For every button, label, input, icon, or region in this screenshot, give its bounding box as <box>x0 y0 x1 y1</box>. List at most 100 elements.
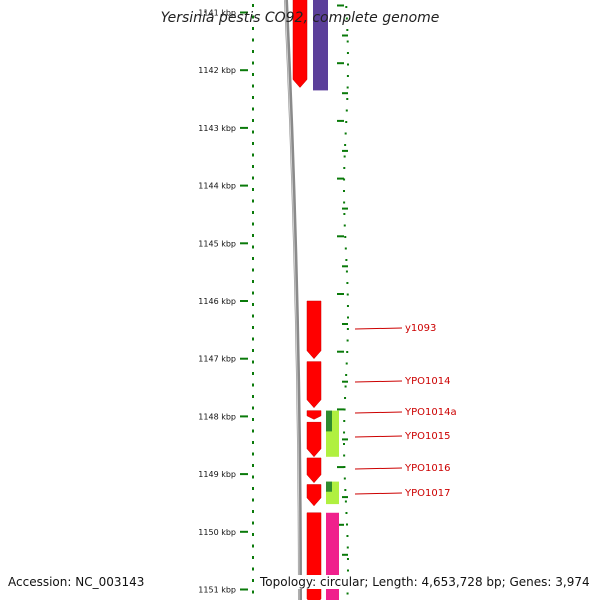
scale-dotted-line <box>252 4 254 594</box>
feature-block-dark <box>326 481 332 492</box>
gc-dot <box>346 351 349 353</box>
gc-tick <box>342 323 348 325</box>
gc-dot <box>343 431 346 434</box>
gc-dot <box>346 339 349 342</box>
gene-arrow <box>306 361 322 409</box>
gene-arrow <box>306 457 322 484</box>
gc-dot <box>344 144 347 146</box>
scale-tick-label: 1148 kbp <box>198 412 236 421</box>
gc-dot <box>344 397 347 399</box>
gc-dot <box>345 362 348 365</box>
scale-dot <box>252 199 254 203</box>
scale-dot <box>252 441 254 444</box>
gc-dot <box>343 178 346 181</box>
gc-tick <box>337 408 344 411</box>
gc-tick <box>337 119 344 122</box>
scale-dot <box>252 222 254 226</box>
gc-dot <box>344 385 347 388</box>
feature-block <box>313 0 328 91</box>
gc-dot <box>343 155 346 158</box>
gene-label-leader <box>354 380 403 383</box>
gene-label-leader <box>354 467 403 470</box>
gc-tick <box>342 92 348 95</box>
gc-dot <box>346 328 349 330</box>
scale-dot <box>252 234 254 237</box>
gc-dot <box>344 489 347 491</box>
genome-title: Yersinia pestis CO92, complete genome <box>160 10 440 26</box>
genome-backbone <box>284 0 302 600</box>
gc-dot <box>343 201 346 204</box>
scale-tick <box>240 242 248 245</box>
gene-label-leader <box>354 411 403 414</box>
scale-dot <box>252 245 254 249</box>
gc-dot <box>345 374 348 376</box>
scale-tick-label: 1141 kbp <box>198 9 236 18</box>
gene-labels: y1093 YPO1014 YPO1014a YPO1015 YPO1016 YPO101… <box>354 323 457 499</box>
gene-label: YPO1017 <box>404 488 450 499</box>
gc-dot <box>346 293 349 296</box>
scale-tick <box>240 530 248 533</box>
gc-dot <box>343 454 346 457</box>
gc-dot <box>345 259 348 261</box>
gc-tick <box>337 62 344 65</box>
gc-dot <box>345 17 348 20</box>
gene-label-leader <box>354 492 403 495</box>
scale-dot <box>252 38 254 42</box>
topology-text: Topology: circular; Length: 4,653,728 bp… <box>260 575 590 589</box>
scale-tick-label: 1149 kbp <box>198 470 236 479</box>
accession-text: Accession: NC_003143 <box>8 575 145 589</box>
scale-dot <box>252 165 254 168</box>
scale-dot <box>252 188 254 191</box>
scale-dot <box>252 349 254 352</box>
gc-dot <box>344 132 347 135</box>
scale-dot <box>252 326 254 329</box>
gc-dot <box>346 86 349 89</box>
gc-dot <box>346 40 349 43</box>
scale-dot <box>252 533 254 536</box>
scale-dot <box>252 15 254 19</box>
scale-dot <box>252 521 254 525</box>
gc-dot <box>343 408 346 411</box>
scale-dot <box>252 303 254 306</box>
gc-tick <box>342 438 348 441</box>
gc-tick <box>342 380 348 383</box>
gene-label: YPO1015 <box>404 431 450 442</box>
gc-dot <box>345 512 348 514</box>
gc-dot <box>343 443 346 445</box>
scale-tick-label: 1147 kbp <box>198 355 236 364</box>
gene-label: YPO1016 <box>404 463 450 474</box>
scale-dot <box>252 510 254 513</box>
scale-dot <box>252 372 254 375</box>
scale-dot <box>252 314 254 318</box>
gc-dot <box>344 500 347 503</box>
scale-tick-label: 1151 kbp <box>198 586 236 595</box>
scale-tick <box>240 300 248 302</box>
scale-dot <box>252 337 254 341</box>
gc-dot <box>346 29 349 31</box>
gc-dot <box>345 121 348 123</box>
gc-dot <box>346 63 349 66</box>
gene-arrow <box>306 410 322 420</box>
gc-dot <box>346 282 349 284</box>
scale-tick-label: 1145 kbp <box>198 239 236 248</box>
genome-backbone-highlight <box>284 0 300 600</box>
scale-tick-label: 1143 kbp <box>198 124 236 133</box>
scale-tick <box>240 357 248 360</box>
scale-tick <box>240 473 248 476</box>
scale-dot <box>252 452 254 456</box>
scale-dot <box>252 96 254 99</box>
scale-dot <box>252 360 254 364</box>
gc-dot <box>345 109 348 112</box>
gc-dot <box>343 466 346 468</box>
scale-dot <box>252 579 254 582</box>
scale-dot <box>252 61 254 65</box>
scale-ticks: 1141 kbp 1142 kbp 1143 kbp 1144 kbp 1145 kbp… <box>198 9 248 595</box>
scale-tick-label: 1146 kbp <box>198 297 236 306</box>
scale-dot <box>252 567 254 571</box>
scale-dot <box>252 487 254 490</box>
gc-dot <box>346 558 349 560</box>
scale-dot <box>252 429 254 433</box>
gc-skew-dotted-line <box>337 4 349 595</box>
gc-dot <box>346 98 349 100</box>
scale-tick <box>240 126 248 129</box>
